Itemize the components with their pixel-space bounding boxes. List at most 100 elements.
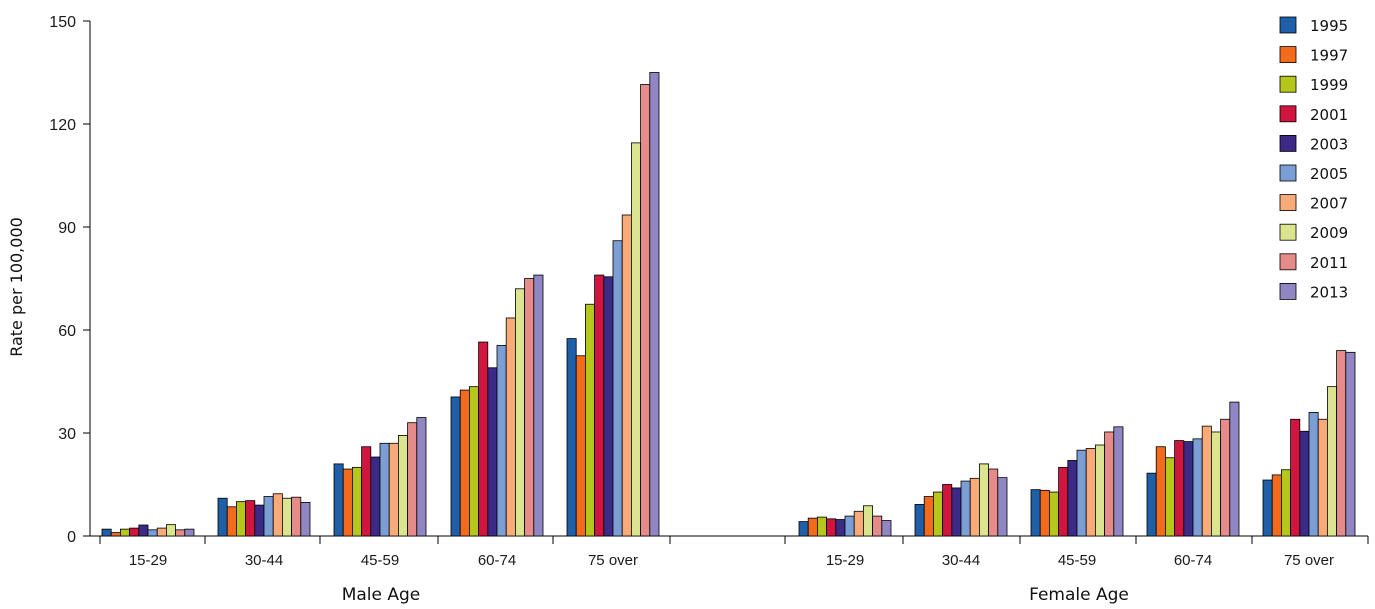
- bar: [1192, 438, 1203, 537]
- x-category-label: 60-74: [478, 552, 516, 569]
- bar: [184, 528, 195, 537]
- bar: [640, 84, 651, 537]
- bar: [1308, 411, 1319, 537]
- bar: [165, 524, 176, 537]
- bar: [960, 480, 971, 537]
- bar: [863, 505, 874, 537]
- bar: [594, 274, 605, 537]
- bar: [1229, 401, 1240, 537]
- legend-swatch: [1279, 46, 1297, 63]
- bar: [1174, 440, 1185, 537]
- bar: [914, 504, 925, 537]
- x-category-label: 15-29: [826, 552, 864, 569]
- legend-swatch: [1279, 75, 1297, 93]
- legend-swatch: [1279, 282, 1297, 300]
- bar: [1067, 460, 1078, 537]
- bar: [1030, 489, 1041, 537]
- x-category-label: 15-29: [129, 552, 167, 569]
- bar: [649, 72, 660, 537]
- bar: [1155, 446, 1166, 537]
- bar: [505, 317, 516, 537]
- bar: [1165, 457, 1176, 537]
- bar: [524, 278, 535, 537]
- bar: [487, 367, 498, 537]
- bar: [1220, 418, 1231, 537]
- bar: [988, 468, 999, 537]
- bar: [1317, 418, 1328, 537]
- legend-swatch: [1279, 134, 1297, 152]
- bar: [217, 497, 228, 537]
- bar: [566, 338, 577, 537]
- y-tick-label: 30: [58, 426, 76, 443]
- bar: [1183, 441, 1194, 537]
- bar: [798, 521, 809, 537]
- bar: [1262, 479, 1273, 537]
- y-tick-label: 90: [58, 220, 76, 237]
- bar: [333, 463, 344, 537]
- bar: [361, 446, 372, 537]
- bar: [291, 496, 302, 537]
- bar: [631, 142, 642, 537]
- bar: [138, 524, 149, 537]
- bar: [969, 477, 980, 537]
- bar: [1327, 386, 1338, 537]
- x-group-label: Female Age: [1029, 585, 1129, 605]
- bar: [147, 529, 158, 537]
- bar: [826, 518, 837, 537]
- bar: [1271, 474, 1282, 537]
- bar: [263, 496, 274, 537]
- bar: [853, 510, 864, 537]
- legend-label: 1997: [1310, 47, 1348, 65]
- bar: [156, 527, 167, 537]
- bar: [407, 422, 418, 537]
- bar: [1076, 449, 1087, 537]
- bar: [942, 484, 953, 537]
- legend-label: 1999: [1310, 76, 1348, 94]
- x-category-label: 45-59: [361, 552, 399, 569]
- legend-label: 2013: [1310, 283, 1348, 301]
- bar: [1345, 351, 1356, 537]
- y-tick-label: 150: [49, 14, 76, 31]
- legend-label: 2003: [1310, 135, 1348, 153]
- legend-label: 2007: [1310, 195, 1348, 213]
- bar: [1211, 431, 1222, 537]
- bar: [101, 528, 112, 537]
- bar: [235, 501, 246, 537]
- bar: [1058, 466, 1069, 537]
- bar: [245, 500, 256, 537]
- bar: [342, 468, 353, 537]
- bar: [1336, 350, 1347, 537]
- bar: [281, 497, 292, 537]
- bar: [933, 491, 944, 537]
- legend: 1995 1997 1999 2001 2003 2005 2007 2009 2011 2013: [1279, 16, 1348, 301]
- bar: [1146, 472, 1157, 537]
- bar: [120, 528, 131, 537]
- bar: [370, 456, 381, 537]
- bar: [533, 274, 544, 537]
- bar: [110, 532, 121, 537]
- bar: [459, 389, 470, 537]
- bar: [254, 504, 265, 537]
- bar: [575, 355, 586, 537]
- legend-swatch: [1279, 223, 1297, 241]
- bar: [1299, 430, 1310, 537]
- legend-label: 2009: [1310, 224, 1348, 242]
- bar: [1104, 431, 1115, 537]
- bar: [997, 477, 1008, 537]
- x-category-label: 45-59: [1058, 552, 1096, 569]
- legend-swatch: [1279, 164, 1297, 182]
- bar: [1049, 491, 1060, 537]
- bar: [397, 435, 408, 537]
- bar: [1085, 448, 1096, 537]
- bar: [979, 463, 990, 537]
- legend-swatch: [1279, 16, 1297, 34]
- bar: [1290, 418, 1301, 537]
- bars: [101, 72, 1356, 537]
- bar: [515, 288, 526, 537]
- bar: [585, 303, 596, 537]
- bar: [807, 517, 818, 537]
- bar: [612, 240, 623, 537]
- bar: [1281, 469, 1292, 537]
- legend-swatch: [1279, 105, 1297, 123]
